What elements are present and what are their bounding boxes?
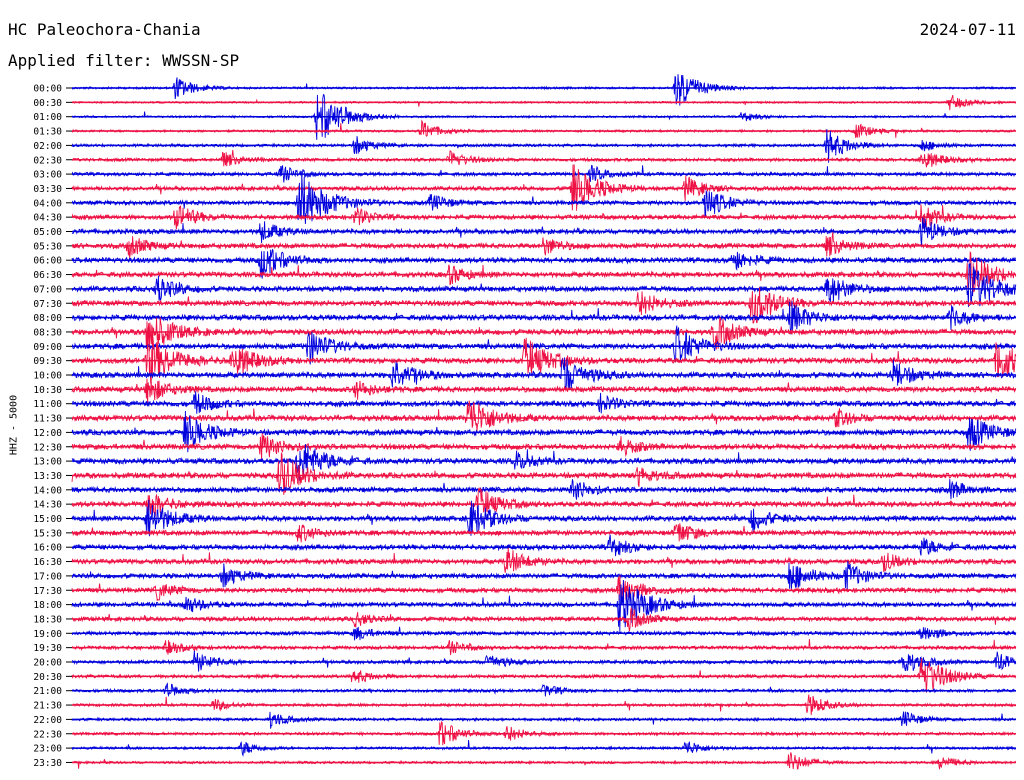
time-tick-label: 13:30 xyxy=(33,471,62,482)
seismic-trace-1630 xyxy=(71,547,1017,573)
time-tick-label: 23:00 xyxy=(33,744,62,755)
seismic-trace-0530 xyxy=(71,231,1017,258)
trace-date: 2024-07-11 xyxy=(919,20,1016,39)
time-tick-label: 07:00 xyxy=(33,284,62,295)
seismic-trace-1830 xyxy=(71,606,1017,632)
time-tick-label: 10:00 xyxy=(33,371,62,382)
time-tick-label: 09:00 xyxy=(33,342,62,353)
time-tick-label: 04:30 xyxy=(33,213,62,224)
time-tick-label: 18:00 xyxy=(33,600,62,611)
time-tick-label: 07:30 xyxy=(33,299,62,310)
seismic-trace-1000 xyxy=(71,357,1017,391)
time-tick-label: 06:00 xyxy=(33,256,62,267)
time-tick-label: 17:00 xyxy=(33,571,62,582)
seismic-trace-1730 xyxy=(71,575,1017,602)
time-tick-label: 06:30 xyxy=(33,270,62,281)
seismic-trace-0900 xyxy=(71,325,1017,365)
seismic-trace-1430 xyxy=(71,487,1017,518)
time-tick-label: 19:00 xyxy=(33,629,62,640)
time-tick-label: 03:30 xyxy=(33,184,62,195)
time-tick-label: 10:30 xyxy=(33,385,62,396)
time-tick-label: 22:30 xyxy=(33,729,62,740)
time-tick-label: 11:30 xyxy=(33,414,62,425)
seismic-trace-0700 xyxy=(71,263,1017,308)
seismic-trace-1100 xyxy=(71,391,1017,414)
time-tick-group: 00:00 00:30 01:00 01:30 02:00 02:30 03:00 03:30… xyxy=(33,84,72,769)
time-tick-label: 04:00 xyxy=(33,198,62,209)
time-tick-label: 19:30 xyxy=(33,643,62,654)
time-tick-label: 21:30 xyxy=(33,701,62,712)
filter-label: Applied filter: WWSSN-SP xyxy=(8,51,240,70)
time-tick-label: 12:30 xyxy=(33,442,62,453)
time-tick-label: 15:30 xyxy=(33,528,62,539)
seismic-trace-2200 xyxy=(71,711,1017,729)
seismic-trace-0930 xyxy=(71,332,1017,386)
time-tick-label: 05:30 xyxy=(33,241,62,252)
time-tick-label: 02:30 xyxy=(33,155,62,166)
time-tick-label: 20:00 xyxy=(33,658,62,669)
time-tick-label: 15:00 xyxy=(33,514,62,525)
time-tick-label: 11:00 xyxy=(33,399,62,410)
time-tick-label: 02:00 xyxy=(33,141,62,152)
time-tick-label: 01:00 xyxy=(33,112,62,123)
seismic-trace-2330 xyxy=(71,752,1017,770)
time-tick-label: 08:00 xyxy=(33,313,62,324)
seismic-trace-1600 xyxy=(72,534,1017,557)
time-tick-label: 21:00 xyxy=(33,686,62,697)
time-tick-label: 22:00 xyxy=(33,715,62,726)
time-tick-label: 16:30 xyxy=(33,557,62,568)
seismic-trace-0130 xyxy=(71,119,1016,138)
trace-group xyxy=(71,74,1017,770)
seismic-trace-1800 xyxy=(71,579,1017,632)
time-tick-label: 08:30 xyxy=(33,327,62,338)
station-title: HC Paleochora-Chania xyxy=(8,20,201,39)
time-tick-label: 09:30 xyxy=(33,356,62,367)
time-tick-label: 16:00 xyxy=(33,543,62,554)
time-tick-label: 23:30 xyxy=(33,758,62,769)
seismic-trace-2000 xyxy=(71,650,1017,672)
time-tick-label: 12:00 xyxy=(33,428,62,439)
time-tick-label: 00:00 xyxy=(33,84,62,95)
time-tick-label: 14:00 xyxy=(33,485,62,496)
time-tick-label: 01:30 xyxy=(33,127,62,138)
time-tick-label: 17:30 xyxy=(33,586,62,597)
time-tick-label: 03:00 xyxy=(33,170,62,181)
time-tick-label: 00:30 xyxy=(33,98,62,109)
time-tick-label: 18:30 xyxy=(33,614,62,625)
seismic-trace-0230 xyxy=(71,149,1017,168)
time-tick-label: 13:00 xyxy=(33,457,62,468)
time-tick-label: 14:30 xyxy=(33,500,62,511)
time-tick-label: 20:30 xyxy=(33,672,62,683)
time-tick-label: 05:00 xyxy=(33,227,62,238)
